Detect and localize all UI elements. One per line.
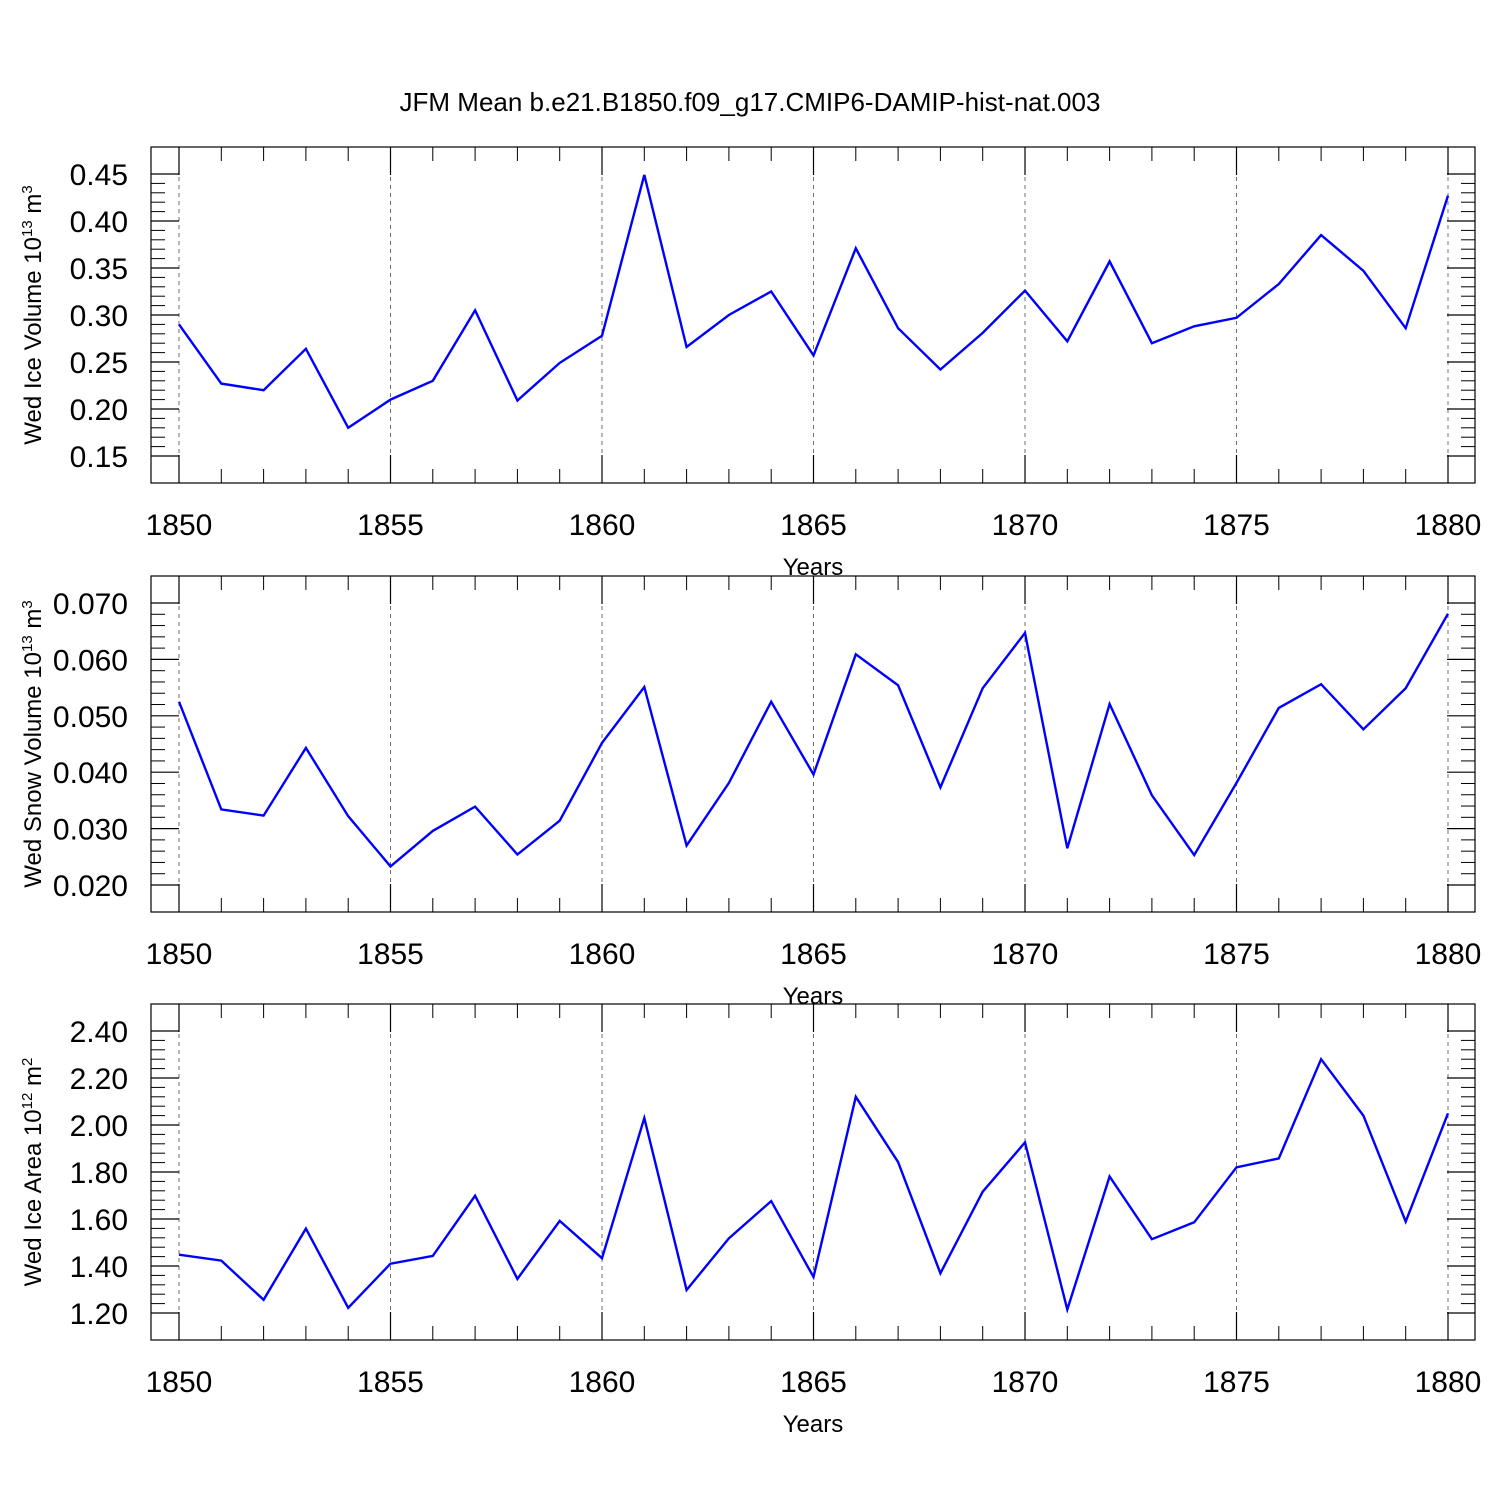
x-tick-label: 1865 (780, 509, 847, 542)
x-tick-label: 1860 (569, 509, 636, 542)
x-axis-label: Years (783, 1411, 844, 1438)
series-line (178, 174, 1450, 430)
x-tick-label: 1865 (780, 938, 847, 971)
y-tick-label: 2.20 (70, 1063, 128, 1096)
y-tick-label: 1.60 (70, 1204, 128, 1237)
y-tick-label: 0.30 (70, 300, 128, 333)
x-tick-label: 1855 (357, 1366, 424, 1399)
chart-panel-3: 1850 1855 1860 1865 1870 1875 1880 1.20 1.40 1.60… (19, 1003, 1482, 1438)
panels: 1850 1855 1860 1865 1870 1875 1880 0.15 0.20 0.25… (19, 146, 1482, 1438)
x-tick-label: 1855 (357, 509, 424, 542)
x-tick-label: 1870 (992, 509, 1059, 542)
x-tick-label: 1875 (1203, 1366, 1270, 1399)
y-tick-label: 0.030 (53, 814, 128, 847)
y-tick-label: 1.40 (70, 1251, 128, 1284)
y-tick-label: 2.00 (70, 1110, 128, 1143)
y-tick-label: 0.45 (70, 159, 128, 192)
plot-frame (150, 1003, 1476, 1341)
x-tick-label: 1850 (146, 509, 213, 542)
x-tick-label: 1880 (1415, 509, 1482, 542)
x-tick-label: 1850 (146, 1366, 213, 1399)
y-axis-label: Wed Ice Volume 1013 m3 (19, 185, 47, 444)
x-tick-label: 1870 (992, 938, 1059, 971)
y-tick-label: 1.80 (70, 1157, 128, 1190)
y-tick-label: 0.20 (70, 394, 128, 427)
y-tick-label: 0.040 (53, 757, 128, 790)
x-tick-label: 1880 (1415, 938, 1482, 971)
y-axis-label: Wed Ice Area 1012 m2 (19, 1058, 47, 1287)
x-tick-label: 1850 (146, 938, 213, 971)
y-axis-label: Wed Snow Volume 1013 m3 (19, 600, 47, 887)
y-tick-label: 0.020 (53, 870, 128, 903)
x-tick-label: 1855 (357, 938, 424, 971)
plot-frame (150, 146, 1476, 484)
chart-title: JFM Mean b.e21.B1850.f09_g17.CMIP6-DAMIP… (400, 87, 1101, 117)
y-tick-label: 0.060 (53, 644, 128, 677)
y-tick-label: 0.25 (70, 347, 128, 380)
x-tick-label: 1875 (1203, 938, 1270, 971)
y-tick-label: 0.050 (53, 701, 128, 734)
chart-panel-1: 1850 1855 1860 1865 1870 1875 1880 0.15 0.20 0.25… (19, 146, 1482, 581)
series-line (178, 1056, 1450, 1314)
x-tick-label: 1870 (992, 1366, 1059, 1399)
x-tick-label: 1880 (1415, 1366, 1482, 1399)
x-tick-label: 1860 (569, 1366, 636, 1399)
x-tick-label: 1875 (1203, 509, 1270, 542)
chart-panel-2: 1850 1855 1860 1865 1870 1875 1880 0.020 0.030 0.… (19, 575, 1482, 1010)
series-line (177, 613, 1450, 869)
y-tick-label: 1.20 (70, 1298, 128, 1331)
plot-frame (150, 575, 1476, 913)
y-tick-label: 0.15 (70, 441, 128, 474)
x-tick-label: 1860 (569, 938, 636, 971)
x-tick-label: 1865 (780, 1366, 847, 1399)
y-tick-label: 0.070 (53, 588, 128, 621)
y-tick-label: 0.35 (70, 253, 128, 286)
y-tick-label: 0.40 (70, 206, 128, 239)
y-tick-label: 2.40 (70, 1016, 128, 1049)
